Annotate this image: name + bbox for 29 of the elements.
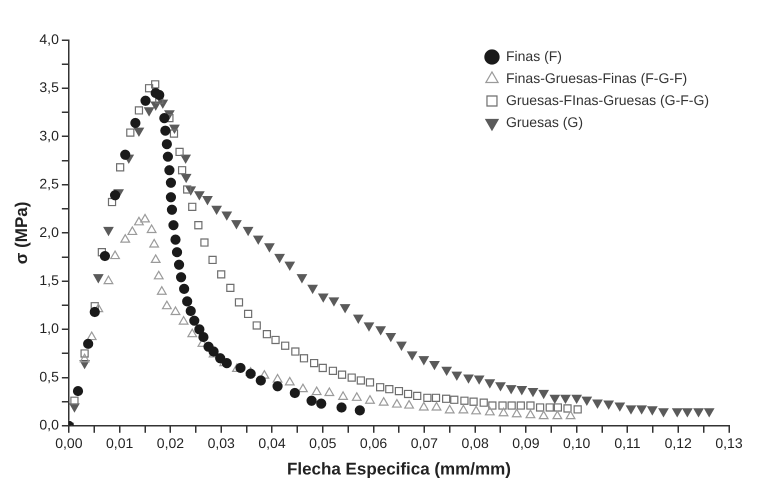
x-tick-label: 0,09: [512, 435, 540, 452]
legend-label: Gruesas (G): [506, 114, 583, 130]
x-tick-label: 0,02: [156, 435, 184, 452]
y-tick-label: 3,0: [39, 127, 60, 144]
legend-label: Finas (F): [506, 48, 562, 64]
y-tick-label: 3,5: [39, 79, 60, 96]
x-tick-label: 0,07: [410, 435, 438, 452]
x-tick-label: 0,01: [106, 435, 134, 452]
y-tick-label: 0,0: [39, 416, 60, 433]
legend-label: Gruesas-FInas-Gruesas (G-F-G): [506, 92, 710, 108]
x-tick-label: 0,08: [461, 435, 489, 452]
y-tick-label: 2,0: [39, 224, 60, 240]
y-tick-label: 4,0: [39, 30, 60, 47]
y-tick-label: 0,5: [39, 368, 60, 384]
y-tick-label: 1,5: [39, 272, 60, 288]
x-tick-label: 0,06: [360, 435, 388, 452]
x-tick-label: 0,03: [208, 435, 236, 452]
x-tick-label: 0,00: [55, 435, 83, 452]
legend-label: Finas-Gruesas-Finas (F-G-F): [506, 70, 688, 86]
x-tick-label: 0,12: [664, 435, 692, 452]
x-tick-label: 0,11: [614, 435, 641, 452]
x-tick-label: 0,13: [715, 435, 743, 452]
x-tick-label: 0,04: [258, 435, 286, 452]
x-tick-label: 0,05: [309, 435, 337, 452]
y-tick-label: 2,5: [39, 176, 60, 192]
x-axis-title: Flecha Especifica (mm/mm): [286, 459, 511, 478]
x-tick-label: 0,10: [563, 435, 590, 452]
y-tick-label: 1,0: [39, 320, 60, 336]
y-axis-title: σ (MPa): [12, 202, 31, 264]
